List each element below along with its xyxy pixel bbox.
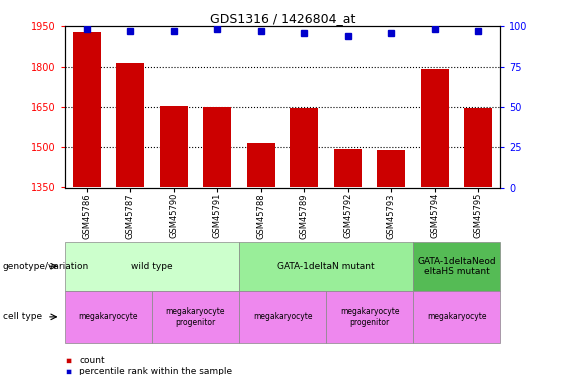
Text: ◾: ◾ bbox=[65, 367, 71, 375]
Bar bbox=[246, 143, 275, 188]
Bar bbox=[333, 149, 362, 188]
Bar bbox=[203, 107, 232, 188]
Bar bbox=[464, 108, 493, 188]
Text: megakaryocyte: megakaryocyte bbox=[79, 312, 138, 321]
Title: GDS1316 / 1426804_at: GDS1316 / 1426804_at bbox=[210, 12, 355, 25]
Text: megakaryocyte
progenitor: megakaryocyte progenitor bbox=[340, 307, 399, 327]
Text: cell type: cell type bbox=[3, 312, 42, 321]
Bar bbox=[116, 63, 145, 188]
Text: megakaryocyte: megakaryocyte bbox=[427, 312, 486, 321]
Text: megakaryocyte
progenitor: megakaryocyte progenitor bbox=[166, 307, 225, 327]
Text: genotype/variation: genotype/variation bbox=[3, 262, 89, 271]
Bar bbox=[290, 108, 319, 188]
Bar bbox=[72, 32, 101, 188]
Bar bbox=[159, 105, 188, 188]
Text: wild type: wild type bbox=[131, 262, 173, 271]
Text: GATA-1deltaN mutant: GATA-1deltaN mutant bbox=[277, 262, 375, 271]
Text: megakaryocyte: megakaryocyte bbox=[253, 312, 312, 321]
Bar bbox=[420, 69, 449, 188]
Text: count: count bbox=[79, 356, 105, 365]
Bar bbox=[377, 150, 406, 188]
Text: GATA-1deltaNeod
eltaHS mutant: GATA-1deltaNeod eltaHS mutant bbox=[417, 256, 496, 276]
Text: percentile rank within the sample: percentile rank within the sample bbox=[79, 367, 232, 375]
Text: ◾: ◾ bbox=[65, 356, 71, 365]
